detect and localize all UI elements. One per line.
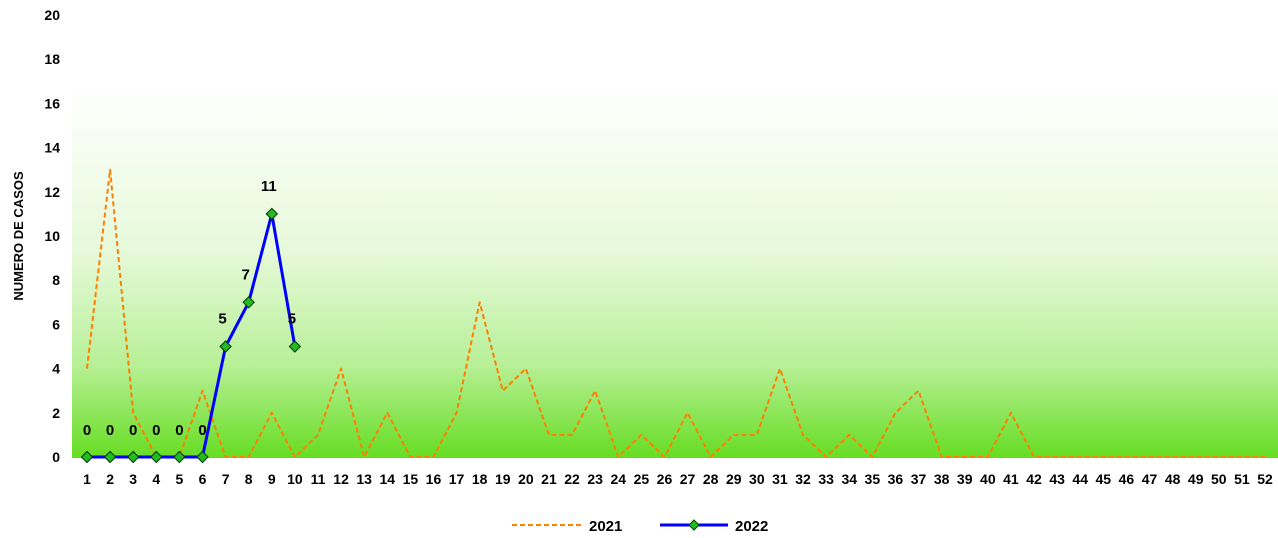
x-tick-label: 16 [426, 471, 442, 487]
x-tick-label: 17 [449, 471, 465, 487]
data-point-2022 [242, 296, 255, 309]
x-tick-label: 33 [818, 471, 834, 487]
legend-label-2021: 2021 [589, 518, 622, 535]
x-tick-label: 1 [83, 471, 91, 487]
data-label-2022: 0 [198, 422, 206, 439]
data-point-2022 [80, 450, 94, 464]
x-tick-label: 45 [1096, 471, 1112, 487]
x-tick-label: 19 [495, 471, 511, 487]
plot-area-background [72, 85, 1278, 458]
y-tick-label: 14 [44, 140, 60, 156]
x-axis: 1 2 3 4 5 6 7 8 9 10 11 12 13 14 15 16 17 18 19 20 21 22 23 24 2… [83, 471, 1273, 487]
x-tick-label: 6 [199, 471, 207, 487]
x-tick-label: 47 [1142, 471, 1158, 487]
series-line-2022 [87, 212, 297, 459]
legend: 2021 2022 [512, 518, 768, 535]
x-tick-label: 4 [152, 471, 160, 487]
data-point-2022 [265, 207, 278, 221]
y-tick-label: 6 [52, 316, 60, 332]
x-tick-label: 44 [1072, 471, 1088, 487]
x-tick-label: 5 [175, 471, 183, 487]
x-tick-label: 24 [610, 471, 626, 487]
data-point-2022 [288, 340, 302, 353]
x-tick-label: 22 [564, 471, 580, 487]
x-tick-label: 49 [1188, 471, 1204, 487]
x-tick-label: 40 [980, 471, 996, 487]
x-tick-label: 36 [888, 471, 904, 487]
x-tick-label: 39 [957, 471, 973, 487]
data-label-2022: 5 [288, 311, 296, 328]
x-tick-label: 34 [841, 471, 857, 487]
data-point-2022 [173, 450, 186, 464]
data-point-2022 [103, 450, 117, 464]
data-label-2022: 0 [106, 422, 114, 439]
x-tick-label: 29 [726, 471, 742, 487]
y-tick-label: 16 [44, 95, 60, 111]
x-tick-label: 26 [657, 471, 673, 487]
legend-label-2022: 2022 [735, 518, 768, 535]
y-tick-label: 4 [52, 361, 60, 377]
x-tick-label: 28 [703, 471, 719, 487]
y-axis: 0 2 4 6 8 10 12 14 16 18 20 [44, 7, 60, 465]
x-tick-label: 41 [1003, 471, 1019, 487]
x-tick-label: 43 [1049, 471, 1065, 487]
x-tick-label: 20 [518, 471, 534, 487]
series-line-2021 [86, 168, 1265, 458]
x-tick-label: 8 [245, 471, 253, 487]
x-tick-label: 2 [106, 471, 114, 487]
x-tick-label: 52 [1257, 471, 1273, 487]
x-tick-label: 10 [287, 471, 303, 487]
x-tick-label: 37 [911, 471, 927, 487]
x-tick-label: 11 [311, 471, 326, 487]
x-tick-label: 7 [222, 471, 230, 487]
x-tick-label: 21 [541, 471, 557, 487]
data-label-2022: 11 [261, 178, 277, 195]
y-tick-label: 0 [52, 449, 60, 465]
x-tick-label: 51 [1234, 471, 1250, 487]
data-label-2022: 0 [152, 422, 160, 439]
data-point-2022 [196, 450, 209, 464]
data-label-2022: 0 [175, 422, 183, 439]
x-tick-label: 32 [795, 471, 811, 487]
x-tick-label: 42 [1026, 471, 1042, 487]
x-tick-label: 50 [1211, 471, 1227, 487]
x-tick-label: 9 [268, 471, 276, 487]
data-point-2022 [150, 450, 163, 464]
data-label-2022: 7 [242, 266, 250, 283]
y-tick-label: 18 [44, 51, 60, 67]
legend-marker-2022 [688, 519, 700, 531]
x-tick-label: 18 [472, 471, 488, 487]
x-tick-label: 15 [403, 471, 419, 487]
data-point-2022 [126, 450, 140, 464]
x-tick-label: 12 [333, 471, 349, 487]
y-tick-label: 12 [44, 184, 60, 200]
y-tick-label: 8 [52, 272, 60, 288]
data-label-2022: 0 [129, 422, 137, 439]
x-tick-label: 30 [749, 471, 765, 487]
x-tick-label: 13 [356, 471, 372, 487]
data-label-2022: 0 [83, 422, 91, 439]
y-tick-label: 20 [44, 7, 60, 23]
x-tick-label: 3 [129, 471, 137, 487]
y-tick-label: 10 [44, 228, 60, 244]
y-axis-title: NUMERO DE CASOS [11, 171, 26, 301]
y-tick-label: 2 [52, 405, 60, 421]
x-tick-label: 38 [934, 471, 950, 487]
data-point-2022 [219, 340, 232, 353]
x-tick-label: 23 [587, 471, 603, 487]
x-tick-label: 46 [1119, 471, 1135, 487]
x-tick-label: 48 [1165, 471, 1181, 487]
x-tick-label: 25 [634, 471, 650, 487]
x-tick-label: 31 [772, 471, 788, 487]
x-tick-label: 35 [865, 471, 881, 487]
x-tick-label: 14 [379, 471, 395, 487]
data-label-2022: 5 [218, 311, 226, 328]
x-tick-label: 27 [680, 471, 696, 487]
series-layer [80, 168, 1265, 464]
